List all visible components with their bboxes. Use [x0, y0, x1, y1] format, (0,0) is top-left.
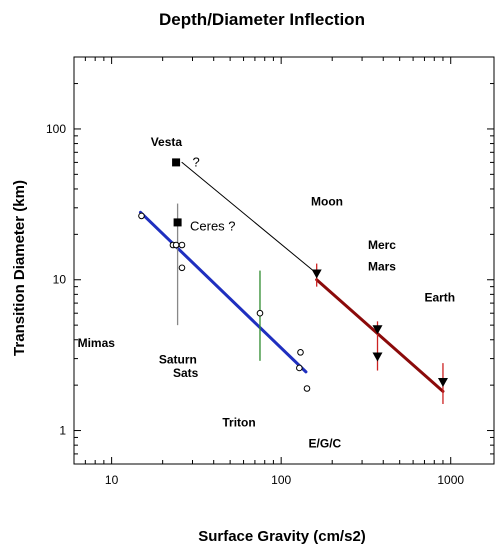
- annotation-label: Sats: [173, 366, 199, 380]
- point-filled-triangle: [372, 325, 383, 335]
- y-axis-label: Transition Diameter (km): [11, 180, 28, 356]
- annotations: Vesta? Ceres ? Moon Merc Mars Earth Mimas Satur…: [78, 135, 456, 451]
- fit-line: [138, 210, 308, 374]
- point-filled-triangle: [372, 352, 383, 362]
- point-open-circle: [138, 212, 145, 220]
- fit-lines: [138, 161, 445, 393]
- y-tick-label: 100: [46, 122, 66, 136]
- annotation-label: Vesta: [151, 135, 183, 149]
- point-filled-square: [173, 218, 182, 227]
- annotation-label: Earth: [424, 291, 455, 305]
- point-open-circle: [178, 241, 186, 249]
- y-tick-label: 1: [59, 424, 66, 438]
- point-open-circle: [297, 349, 304, 356]
- annotation-label: Mars: [368, 260, 396, 274]
- x-axis-label: Surface Gravity (cm/s2): [198, 528, 366, 545]
- point-open-circle: [172, 241, 180, 249]
- point-open-circle: [296, 364, 303, 372]
- fit-line: [315, 278, 445, 393]
- annotation-label: ?: [193, 154, 200, 169]
- x-axis-ticks: 10 100 1000: [73, 57, 464, 487]
- fit-line: [181, 161, 318, 275]
- annotation-label: Saturn: [159, 353, 197, 367]
- x-tick-label: 100: [271, 473, 291, 487]
- point-open-circle: [178, 264, 186, 272]
- point-filled-square: [172, 158, 181, 167]
- point-open-circle: [303, 385, 311, 392]
- annotation-label: Merc: [368, 238, 396, 252]
- data-points: [138, 158, 448, 392]
- annotation-label: Moon: [311, 195, 343, 209]
- annotation-label: Triton: [222, 416, 255, 430]
- annotation-label: E/G/C: [309, 437, 342, 451]
- point-open-circle: [256, 309, 264, 317]
- point-filled-triangle: [437, 377, 448, 387]
- x-tick-label: 10: [105, 473, 119, 487]
- annotation-label: Ceres ?: [190, 219, 236, 234]
- point-filled-triangle: [311, 269, 322, 279]
- y-tick-label: 10: [53, 273, 67, 287]
- chart-title: Depth/Diameter Inflection: [159, 10, 365, 29]
- annotation-label: Mimas: [78, 336, 116, 350]
- x-tick-label: 1000: [437, 473, 464, 487]
- y-axis-ticks: 1 10 100: [46, 56, 494, 465]
- plot-frame: [73, 56, 495, 465]
